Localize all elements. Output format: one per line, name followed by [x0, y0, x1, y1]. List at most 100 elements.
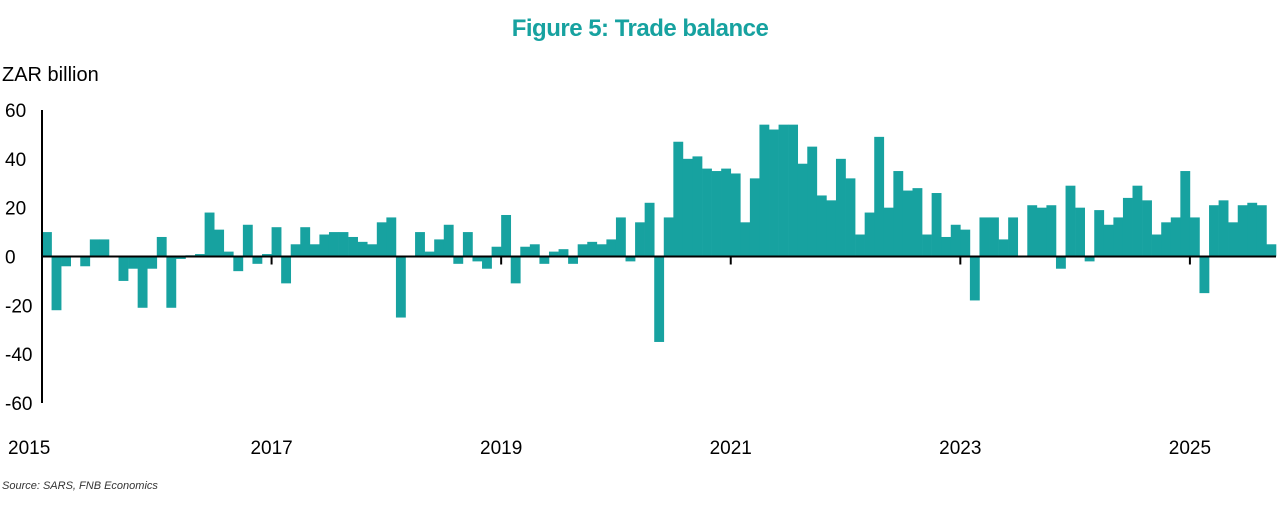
- bar: [606, 239, 617, 257]
- bar: [1199, 256, 1210, 294]
- bar: [395, 256, 406, 318]
- bar: [883, 207, 894, 257]
- bar: [51, 256, 62, 311]
- bar: [826, 200, 837, 257]
- y-tick-label: 40: [5, 150, 26, 171]
- bar: [989, 217, 999, 257]
- bar: [1209, 205, 1219, 257]
- x-tick-label: 2025: [1169, 438, 1211, 459]
- bar: [969, 256, 980, 301]
- bar: [922, 234, 932, 257]
- y-tick-label: 60: [5, 101, 26, 122]
- bar: [912, 188, 923, 257]
- bar: [778, 124, 789, 257]
- bar: [663, 217, 674, 257]
- bar: [730, 173, 741, 257]
- bar: [1218, 200, 1229, 257]
- bar: [702, 168, 712, 257]
- y-tick-label: -40: [5, 345, 32, 366]
- bar: [252, 256, 263, 264]
- bar: [711, 171, 722, 257]
- bar: [1170, 217, 1181, 257]
- bar: [262, 254, 272, 257]
- bar: [855, 234, 865, 257]
- bar: [654, 256, 665, 342]
- x-tick-label: 2021: [710, 438, 752, 459]
- bar: [89, 239, 100, 257]
- bar: [520, 246, 531, 257]
- bar: [510, 256, 521, 284]
- bar: [156, 236, 167, 257]
- bar: [625, 256, 636, 262]
- bar: [644, 202, 655, 257]
- bar: [835, 158, 846, 257]
- bar: [80, 256, 91, 267]
- bar: [462, 232, 473, 257]
- bar: [1027, 205, 1038, 257]
- bar: [740, 222, 751, 257]
- bar: [424, 251, 435, 257]
- bar: [357, 241, 368, 257]
- bar: [242, 224, 253, 257]
- bar: [472, 256, 483, 262]
- bar: [338, 232, 349, 257]
- bar: [1180, 171, 1191, 257]
- bar: [376, 222, 387, 257]
- bar: [960, 229, 971, 257]
- bar: [893, 171, 904, 257]
- bar: [539, 256, 550, 264]
- source-note: Source: SARS, FNB Economics: [2, 480, 158, 492]
- bar: [529, 244, 540, 257]
- bar: [42, 232, 52, 257]
- bar: [166, 256, 177, 308]
- bar: [1075, 207, 1085, 257]
- bar: [223, 251, 234, 257]
- bar: [797, 163, 808, 257]
- bar: [1266, 244, 1277, 257]
- y-tick-label: -60: [5, 394, 32, 415]
- bar: [491, 246, 502, 257]
- bar: [453, 256, 464, 264]
- bar: [682, 158, 693, 257]
- bar: [434, 239, 445, 257]
- bar: [998, 239, 1009, 257]
- x-tick-label: 2023: [939, 438, 981, 459]
- bar: [692, 156, 703, 257]
- bar: [1046, 205, 1057, 257]
- bar: [1122, 197, 1133, 257]
- x-tick-label: 2019: [480, 438, 522, 459]
- x-tick-label: 2015: [8, 438, 50, 459]
- bar: [1237, 205, 1248, 257]
- bar: [281, 256, 292, 284]
- bar: [1151, 234, 1162, 257]
- bar: [721, 168, 732, 257]
- x-tick-label: 2017: [250, 438, 292, 459]
- bar: [128, 256, 138, 269]
- bar: [290, 244, 301, 257]
- bar: [635, 222, 645, 257]
- y-axis-label: ZAR billion: [2, 64, 99, 86]
- bar: [348, 236, 358, 257]
- bar: [1008, 217, 1019, 257]
- chart-title: Figure 5: Trade balance: [511, 15, 769, 42]
- bar: [386, 217, 397, 257]
- bar: [214, 229, 225, 257]
- bar: [1094, 210, 1105, 257]
- bar: [147, 256, 158, 269]
- y-tick-label: 0: [5, 248, 16, 269]
- bar: [1228, 222, 1239, 257]
- bar: [1036, 207, 1047, 257]
- bar: [816, 195, 827, 257]
- bar: [309, 244, 320, 257]
- bar: [1142, 200, 1152, 257]
- bar: [271, 227, 282, 257]
- bar: [596, 244, 607, 257]
- bar: [587, 241, 598, 257]
- bar: [1055, 256, 1066, 269]
- bar: [1161, 222, 1172, 257]
- bar-chart: 60 40 20 0 -20 -40 -60 2015 2017 2019 2021 2023 2025: [5, 101, 1277, 459]
- y-tick-label: 20: [5, 199, 26, 220]
- bar: [1256, 205, 1267, 257]
- bar: [941, 236, 952, 257]
- bar: [749, 178, 760, 257]
